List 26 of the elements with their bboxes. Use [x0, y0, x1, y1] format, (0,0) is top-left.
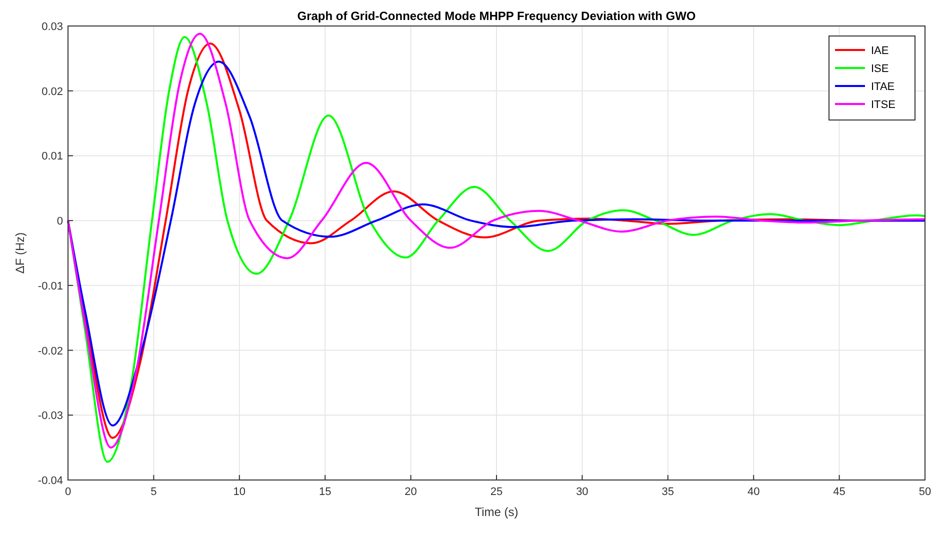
x-tick-label: 0 — [64, 486, 72, 498]
x-tick-label: 25 — [490, 486, 503, 498]
y-tick-label: 0.02 — [42, 86, 63, 98]
y-tick-label: 0.03 — [42, 21, 63, 33]
y-tick-label: 0.01 — [42, 150, 63, 163]
x-axis-title: Time (s) — [474, 505, 518, 519]
x-tick-label: 45 — [833, 486, 846, 498]
legend-label: ITAE — [871, 81, 895, 93]
x-tick-label: 30 — [576, 486, 588, 498]
x-tick-label: 40 — [747, 486, 760, 498]
legend-label: ISE — [871, 63, 889, 75]
x-tick-label: 20 — [404, 486, 417, 498]
legend-label: IAE — [871, 45, 889, 57]
y-axis-title: ΔF (Hz) — [13, 232, 27, 274]
chart-title: Graph of Grid-Connected Mode MHPP Frequency Deviation with GWO — [297, 9, 696, 23]
x-tick-label: 5 — [150, 486, 157, 498]
x-tick-label: 35 — [662, 486, 674, 498]
x-tick-label: 10 — [233, 486, 246, 498]
y-tick-label: -0.03 — [38, 410, 63, 422]
y-tick-label: 0 — [56, 216, 63, 228]
legend-label: ITSE — [871, 99, 896, 111]
x-tick-label: 50 — [918, 486, 932, 498]
x-tick-label: 15 — [318, 486, 332, 498]
y-tick-label: -0.01 — [38, 280, 63, 292]
y-tick-label: -0.04 — [38, 475, 63, 487]
y-tick-label: -0.02 — [38, 345, 63, 358]
